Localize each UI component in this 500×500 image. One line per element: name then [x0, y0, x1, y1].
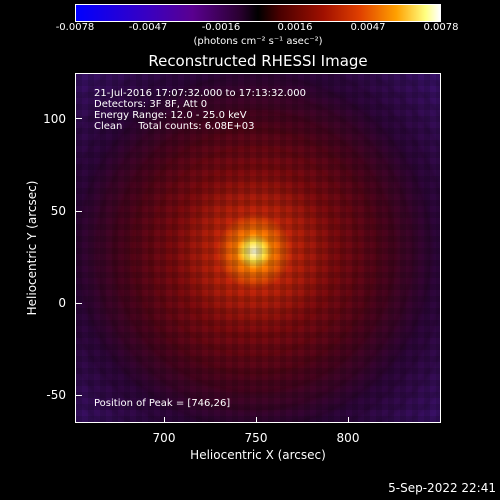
clean-counts-text: Clean Total counts: 6.08E+03: [94, 121, 255, 132]
y-tick-label: 100: [43, 112, 66, 126]
colorbar-units: (photons cm⁻² s⁻¹ asec⁻²): [193, 36, 323, 47]
energy-range-text: Energy Range: 12.0 - 25.0 keV: [94, 110, 247, 121]
x-tick-mark: [164, 417, 165, 423]
y-tick-mark: [76, 395, 82, 396]
x-tick-label: 800: [336, 431, 360, 445]
colorbar-tick-label: 0.0016: [277, 22, 313, 33]
colorbar: [75, 4, 441, 22]
x-tick-label: 700: [152, 431, 176, 445]
rhessi-image: 21-Jul-2016 17:07:32.000 to 17:13:32.000…: [75, 73, 441, 423]
colorbar-tick-label: -0.0047: [128, 22, 168, 33]
colorbar-tick-label: -0.0016: [201, 22, 241, 33]
colorbar-tick-label: 0.0047: [350, 22, 386, 33]
time-range-text: 21-Jul-2016 17:07:32.000 to 17:13:32.000: [94, 88, 306, 99]
detectors-text: Detectors: 3F 8F, Att 0: [94, 99, 208, 110]
y-axis-label: Heliocentric Y (arcsec): [25, 180, 39, 316]
y-tick-label: 0: [58, 296, 66, 310]
generation-timestamp: 5-Sep-2022 22:41: [388, 481, 496, 495]
y-tick-label: 50: [50, 204, 66, 218]
x-tick-label: 750: [244, 431, 268, 445]
y-tick-mark: [76, 211, 82, 212]
image-title: Reconstructed RHESSI Image: [148, 52, 368, 70]
y-tick-label: -50: [46, 388, 66, 402]
peak-position-text: Position of Peak = [746,26]: [94, 398, 231, 409]
x-tick-mark: [348, 417, 349, 423]
y-tick-mark: [76, 303, 82, 304]
x-tick-mark: [256, 417, 257, 423]
x-axis-label: Heliocentric X (arcsec): [190, 448, 326, 462]
colorbar-tick-label: -0.0078: [55, 22, 95, 33]
y-tick-mark: [76, 118, 82, 119]
colorbar-tick-label: 0.0078: [423, 22, 459, 33]
image-texture: [76, 74, 440, 422]
